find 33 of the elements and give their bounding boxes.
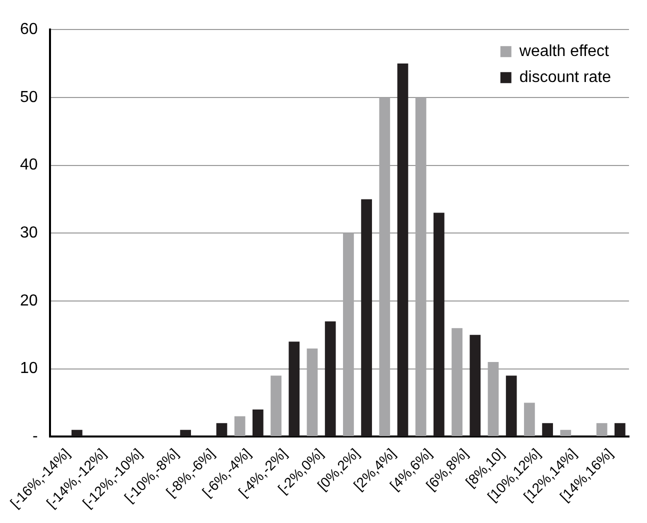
y-tick-label: - [32,428,38,446]
bar [614,423,626,436]
bar [488,362,499,436]
bar [288,342,300,436]
y-tick-label: 30 [20,224,38,242]
bar [596,423,608,436]
bar [524,402,535,436]
y-tick-label: 60 [20,21,38,38]
bar [306,348,318,436]
bar [470,334,481,436]
bar [180,430,191,436]
y-tick-label: 50 [20,88,38,106]
y-tick-label: 10 [20,360,38,378]
bar [542,423,553,436]
bar [415,97,426,436]
y-tick-label: 20 [20,292,38,310]
bar [379,97,390,436]
bar [270,376,282,436]
bar [434,212,444,436]
bar [72,430,82,436]
bar [216,423,228,436]
legend-label: discount rate [519,69,612,86]
bar [397,64,408,436]
bar [506,376,517,436]
bar [361,199,372,436]
bar [324,321,336,436]
y-tick-label: 40 [20,156,38,174]
legend-label: wealth effect [518,43,610,60]
bar [560,430,572,436]
bar [234,416,246,436]
bar [343,233,354,436]
bar [452,328,462,436]
bar [252,410,264,436]
